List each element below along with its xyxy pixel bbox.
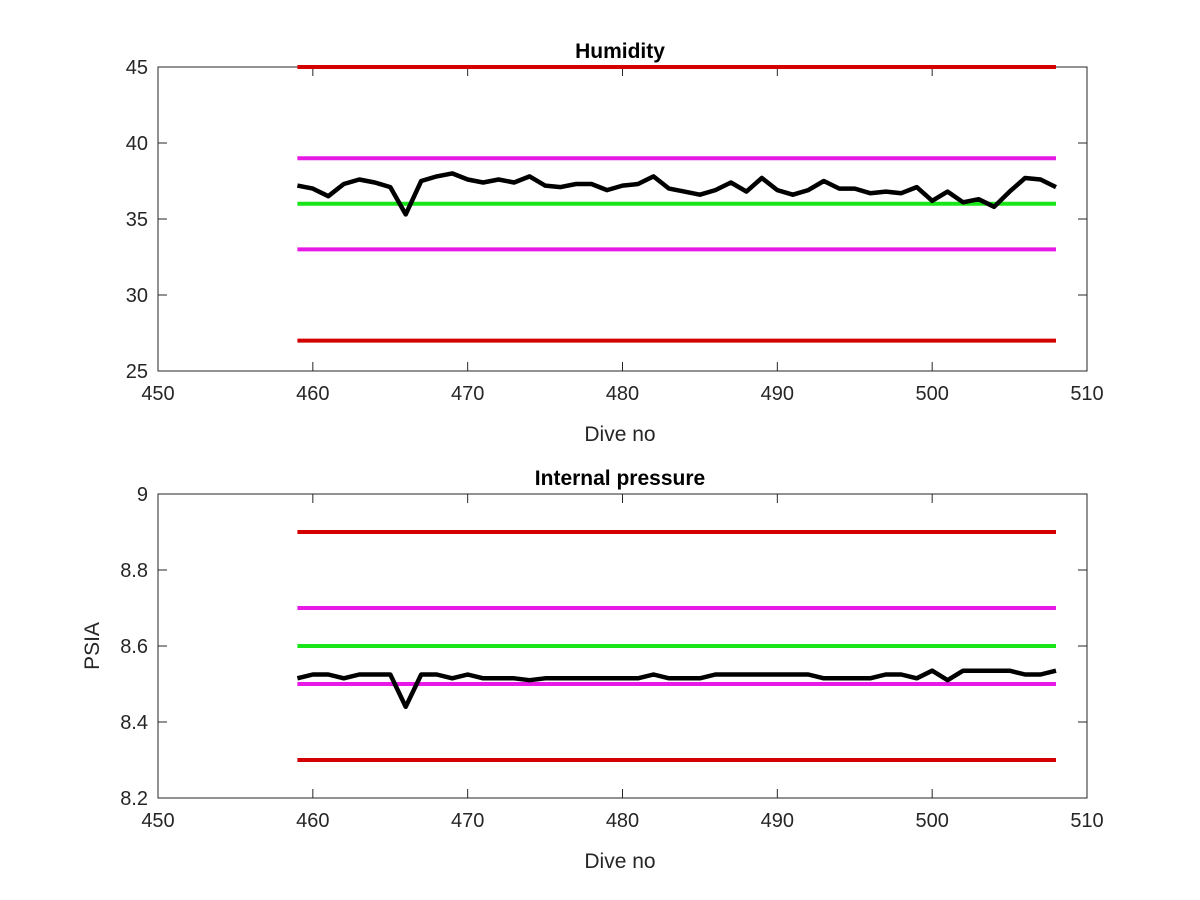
- pressure-ticks: [157, 493, 1088, 799]
- pressure-x-tick-label: 460: [296, 810, 329, 832]
- humidity-y-tick-label: 45: [126, 57, 148, 79]
- pressure-x-tick-label: 510: [1070, 810, 1103, 832]
- pressure-x-axis-label: Dive no: [584, 850, 655, 873]
- pressure-y-tick-label: 8.4: [120, 712, 148, 734]
- humidity-x-tick-label: 450: [141, 383, 174, 405]
- pressure-y-tick-label: 8.6: [120, 636, 148, 658]
- internal-pressure-chart: 450 460 470 480 490 500 510 8.2 8.4 8.6 8.8 9 Inte…: [81, 467, 1104, 873]
- humidity-y-tick-label: 30: [126, 285, 148, 307]
- pressure-data-line: [296, 668, 1057, 710]
- humidity-chart-title: Humidity: [575, 40, 665, 63]
- pressure-y-tick-label: 8.2: [120, 788, 148, 810]
- pressure-x-tick-labels: 450 460 470 480 490 500 510: [141, 810, 1103, 832]
- humidity-x-tick-label: 480: [606, 383, 639, 405]
- pressure-chart-title: Internal pressure: [535, 467, 705, 490]
- humidity-x-tick-label: 460: [296, 383, 329, 405]
- pressure-x-tick-label: 490: [761, 810, 794, 832]
- humidity-plot-lines: [296, 65, 1057, 343]
- humidity-x-axis-label: Dive no: [584, 423, 655, 446]
- humidity-x-tick-label: 510: [1070, 383, 1103, 405]
- humidity-y-tick-label: 40: [126, 133, 148, 155]
- humidity-y-tick-label: 25: [126, 361, 148, 383]
- pressure-x-tick-label: 470: [451, 810, 484, 832]
- pressure-y-tick-labels: 8.2 8.4 8.6 8.8 9: [120, 484, 148, 810]
- humidity-data-line: [296, 171, 1057, 217]
- humidity-x-tick-label: 500: [915, 383, 948, 405]
- humidity-x-tick-labels: 450 460 470 480 490 500 510: [141, 383, 1103, 405]
- pressure-y-axis-label: PSIA: [81, 622, 104, 670]
- pressure-y-tick-label: 9: [137, 484, 148, 506]
- humidity-chart: 450 460 470 480 490 500 510 25 30 35 40 45 Humidit…: [126, 40, 1104, 446]
- pressure-y-tick-label: 8.8: [120, 560, 148, 582]
- humidity-x-tick-label: 490: [761, 383, 794, 405]
- pressure-x-tick-label: 500: [915, 810, 948, 832]
- humidity-y-tick-label: 35: [126, 209, 148, 231]
- pressure-x-tick-label: 450: [141, 810, 174, 832]
- pressure-plot-lines: [296, 530, 1057, 762]
- humidity-x-tick-label: 470: [451, 383, 484, 405]
- humidity-y-tick-labels: 25 30 35 40 45: [126, 57, 148, 383]
- pressure-x-tick-label: 480: [606, 810, 639, 832]
